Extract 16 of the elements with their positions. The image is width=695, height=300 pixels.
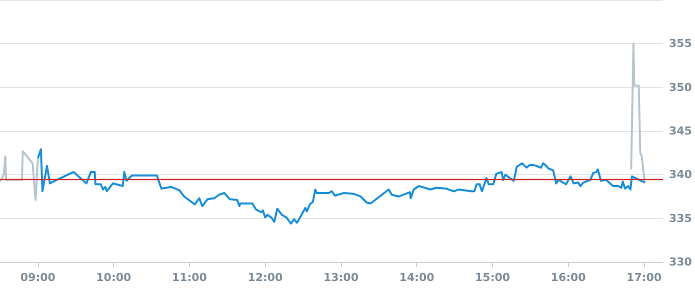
x-tick-label: 14:00	[399, 271, 435, 284]
y-tick-label: 330	[669, 256, 692, 268]
y-tick-label: 335	[669, 212, 692, 225]
line-series	[36, 148, 646, 225]
y-tick-label: 345	[669, 124, 692, 138]
x-tick-label: 13:00	[323, 271, 359, 284]
y-tick-label: 350	[669, 80, 692, 94]
y-tick-label: 340	[669, 168, 692, 182]
x-tick-label: 09:00	[20, 271, 56, 284]
x-tick-label: 11:00	[172, 271, 208, 284]
x-tick-label: 17:00	[626, 271, 662, 284]
x-tick-label: 10:00	[96, 271, 132, 284]
x-tick-label: 12:00	[248, 271, 284, 284]
x-tick-label: 16:00	[550, 271, 586, 284]
y-tick-label: 355	[669, 37, 692, 50]
x-tick-label: 15:00	[475, 271, 510, 284]
